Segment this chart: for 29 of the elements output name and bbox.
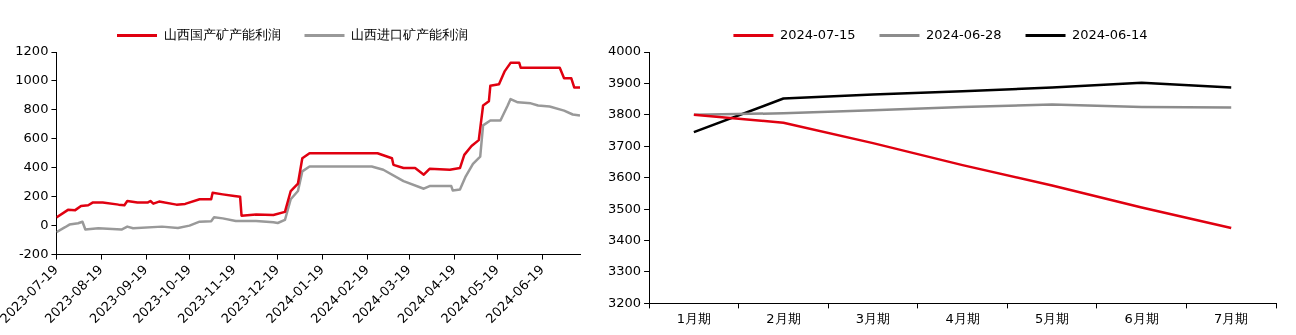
- x-tick-label: 1月期: [676, 310, 711, 326]
- y-tick-label: 200: [23, 188, 49, 204]
- y-tick-label: 3200: [607, 294, 642, 310]
- legend-label: 山西进口矿产能利润: [351, 26, 468, 42]
- y-tick-label: -200: [18, 245, 49, 261]
- y-tick-label: 600: [23, 130, 49, 146]
- y-tick-label: 3600: [607, 169, 642, 185]
- y-tick-label: 3400: [607, 231, 642, 247]
- y-tick-label: 3800: [607, 106, 642, 122]
- y-tick-label: 3500: [607, 200, 642, 216]
- legend-label: 2024-07-15: [779, 26, 856, 42]
- x-tick-label: 2月期: [766, 310, 801, 326]
- y-tick-label: 3700: [607, 137, 642, 153]
- legend-label: 2024-06-14: [1072, 26, 1148, 42]
- y-tick-label: 4000: [607, 43, 642, 59]
- legend-label: 2024-06-28: [925, 26, 1002, 42]
- y-tick-label: 400: [23, 159, 49, 175]
- x-tick-label: 7月期: [1214, 310, 1249, 326]
- y-tick-label: 1200: [15, 43, 49, 59]
- y-tick-label: 800: [23, 101, 49, 117]
- y-tick-label: 3900: [607, 74, 642, 90]
- legend-label: 山西国产矿产能利润: [163, 26, 281, 42]
- x-tick-label: 3月期: [855, 310, 891, 326]
- x-tick-label: 5月期: [1034, 310, 1070, 326]
- x-tick-label: 6月期: [1124, 310, 1159, 326]
- x-tick-label: 4月期: [945, 310, 980, 326]
- y-tick-label: 1000: [15, 72, 49, 88]
- y-tick-label: 3300: [607, 263, 642, 279]
- y-tick-label: 0: [40, 216, 49, 232]
